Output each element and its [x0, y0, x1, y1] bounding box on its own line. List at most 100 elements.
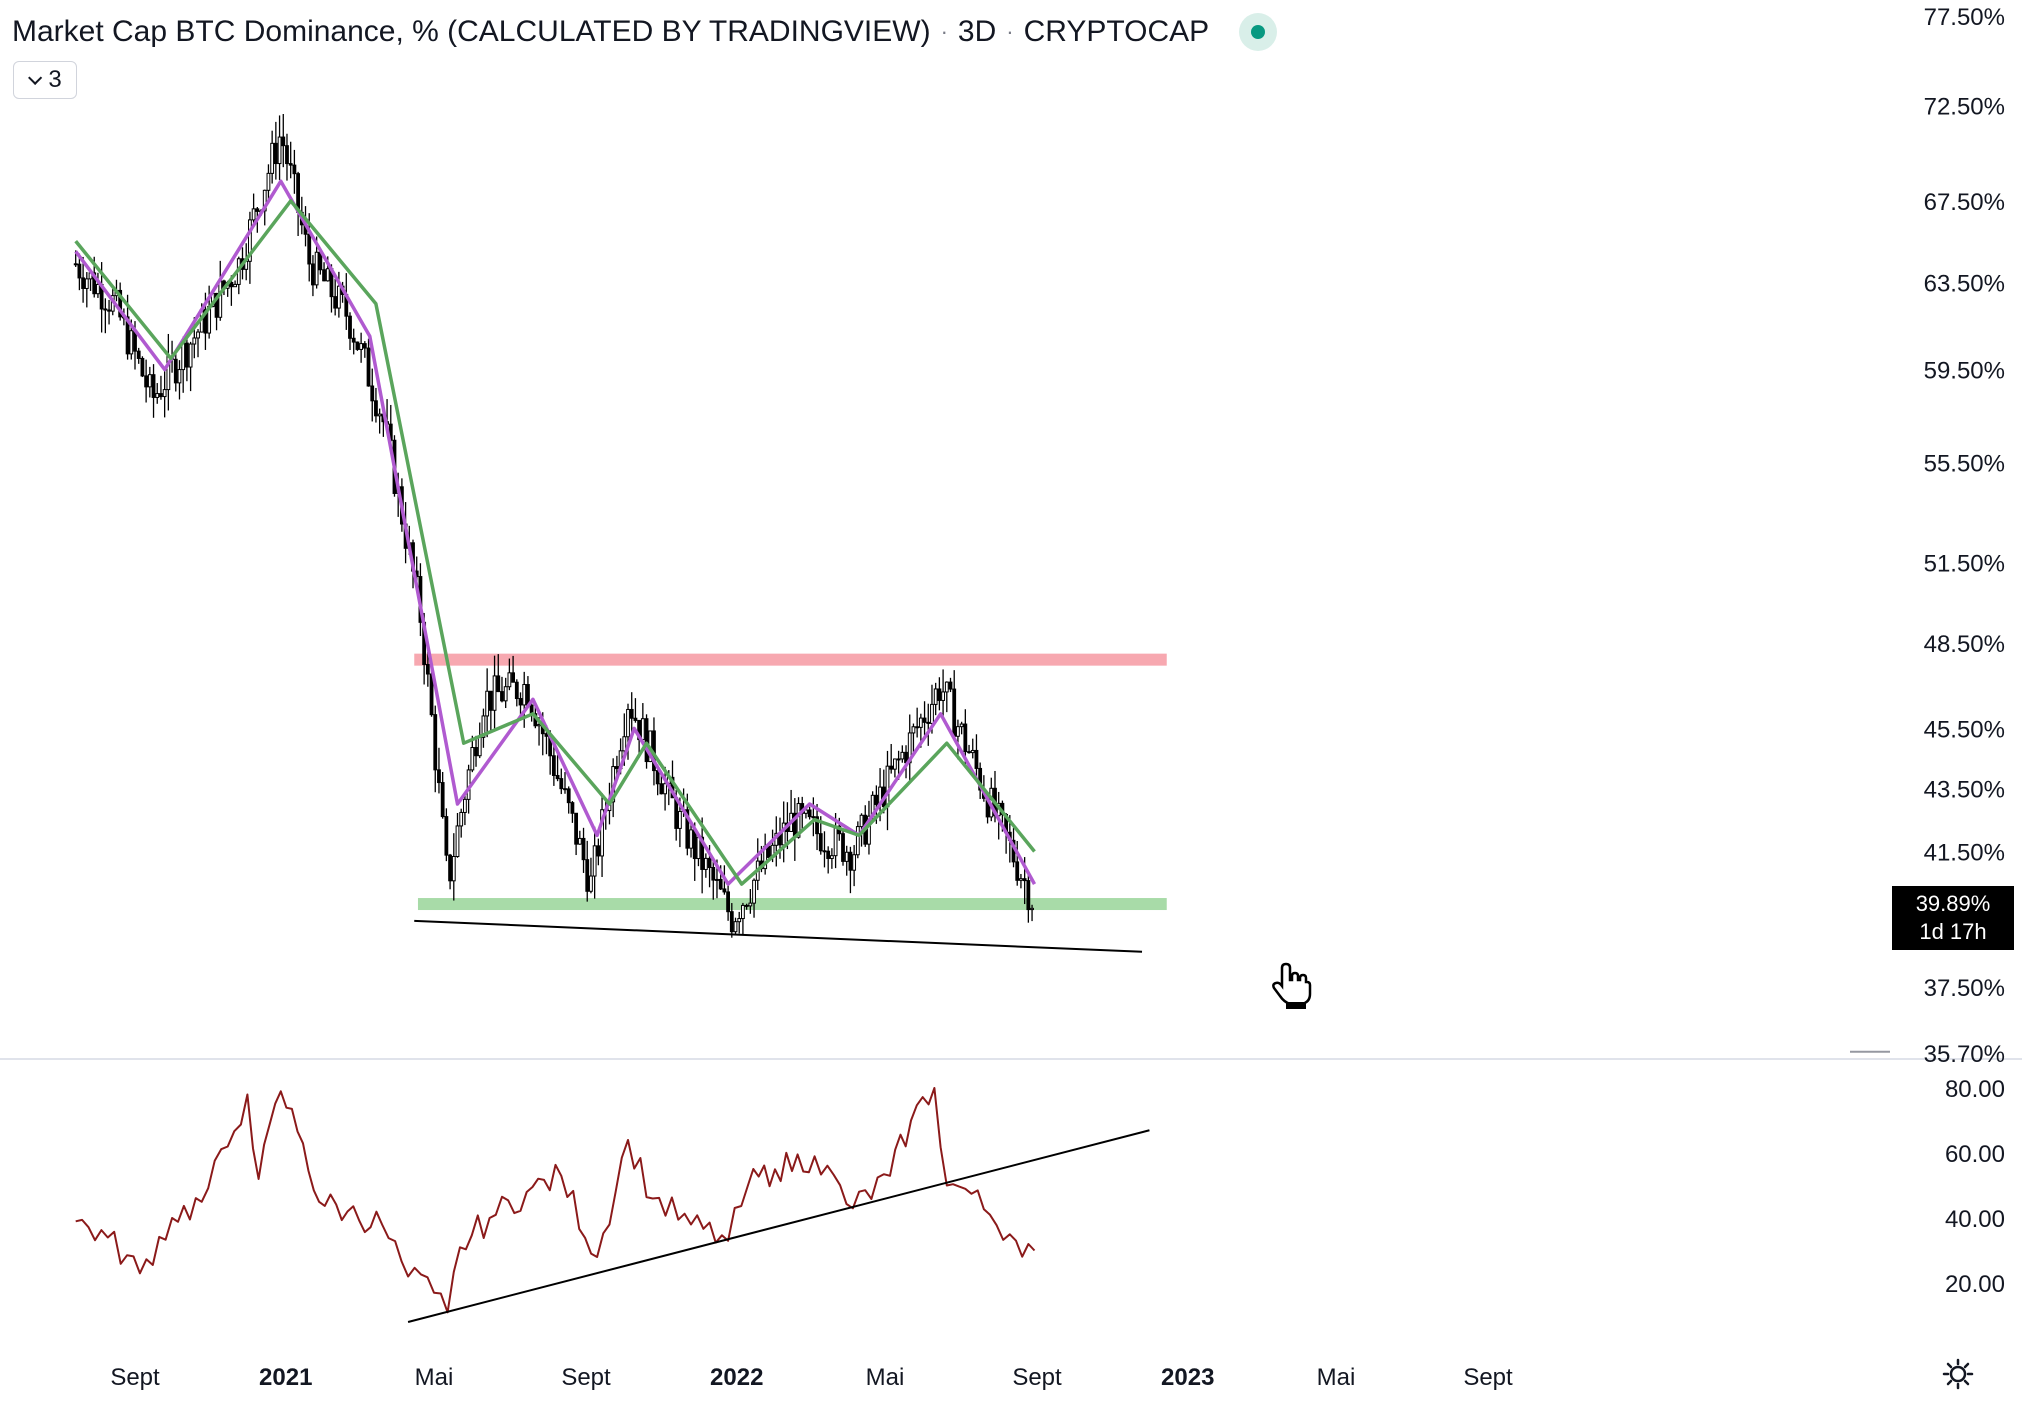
- candle-body: [748, 902, 753, 907]
- time-tick-label: Sept: [110, 1364, 160, 1391]
- rsi-tick-label: 80.00: [1945, 1076, 2005, 1103]
- time-axis[interactable]: Sept 2021 Mai Sept 2022 Mai Sept 2023 Mai Sept: [110, 1364, 1513, 1391]
- candle-body: [192, 337, 197, 345]
- candle-body: [867, 815, 871, 845]
- price-pane[interactable]: [73, 113, 1167, 953]
- candle-body: [703, 857, 708, 870]
- price-tick-label: 43.50%: [1924, 777, 2005, 804]
- candle-body: [915, 726, 920, 729]
- candle-body: [1019, 878, 1023, 881]
- candle-body: [974, 749, 979, 769]
- candle-body: [922, 717, 927, 723]
- price-tick-label: 77.50%: [1924, 4, 2005, 31]
- time-tick-label: Mai: [415, 1364, 454, 1391]
- candle-body: [1030, 907, 1034, 911]
- rsi-pane[interactable]: [75, 1087, 1150, 1323]
- candle-body: [511, 672, 515, 683]
- candle-body: [818, 833, 823, 852]
- candle-body: [233, 283, 237, 288]
- gear-icon[interactable]: [1942, 1358, 1974, 1390]
- candle-body: [592, 845, 597, 877]
- candle-body: [563, 788, 567, 791]
- time-tick-label: 2022: [710, 1364, 763, 1391]
- candle-body: [77, 263, 82, 279]
- candle-body: [889, 765, 894, 770]
- candle-body: [196, 331, 200, 339]
- candle-body: [336, 285, 341, 309]
- candle-body: [896, 758, 901, 761]
- candle-body: [711, 867, 716, 881]
- candle-body: [140, 357, 145, 377]
- candle-body: [655, 770, 660, 785]
- candle-body: [822, 850, 827, 853]
- candle-body: [626, 708, 630, 738]
- candle-body: [614, 766, 619, 770]
- candle-body: [459, 811, 464, 827]
- interval-label[interactable]: 3D: [957, 15, 997, 48]
- indicators-toggle-button[interactable]: 3: [13, 61, 77, 99]
- candle-body: [463, 798, 467, 813]
- candle-body: [566, 788, 571, 804]
- candle-body: [678, 810, 682, 829]
- candle-body: [663, 783, 667, 795]
- candle-body: [926, 721, 931, 724]
- price-tick-label: 63.50%: [1924, 271, 2005, 298]
- candle-body: [314, 251, 319, 286]
- candle-body: [451, 856, 456, 882]
- candle-body: [448, 854, 452, 882]
- candle-body: [262, 189, 267, 212]
- candle-body: [496, 675, 501, 693]
- chart-header: Market Cap BTC Dominance, % (CALCULATED …: [12, 12, 1278, 52]
- candle-body: [852, 854, 857, 871]
- exchange-label[interactable]: CRYPTOCAP: [1023, 15, 1210, 48]
- candle-body: [1026, 880, 1031, 911]
- candle-body: [362, 343, 367, 349]
- last-price-value: 39.89%: [1915, 891, 1991, 916]
- candle-body: [184, 342, 189, 368]
- candle-body: [277, 136, 282, 165]
- candle-body: [967, 751, 971, 754]
- candle-body: [507, 672, 512, 688]
- candle-body: [229, 281, 234, 288]
- candle-body: [718, 878, 723, 890]
- candle-body: [255, 208, 260, 212]
- candle-body: [348, 315, 352, 339]
- candle-body: [311, 263, 315, 286]
- candle-body: [147, 374, 152, 388]
- candle-body: [952, 688, 957, 737]
- candle-body: [281, 136, 286, 147]
- candle-body: [273, 142, 278, 165]
- candle-body: [503, 686, 508, 702]
- candle-body: [218, 280, 223, 318]
- candle-body: [136, 350, 141, 359]
- candle-body: [84, 278, 89, 289]
- candle-body: [455, 825, 460, 858]
- candle-body: [370, 385, 375, 402]
- candle-body: [307, 233, 312, 265]
- candle-body: [492, 675, 497, 711]
- candle-body: [815, 816, 819, 835]
- candle-body: [963, 723, 968, 753]
- price-tick-label: 48.50%: [1924, 631, 2005, 658]
- candle-body: [715, 878, 719, 881]
- rsi-trendline: [407, 1129, 1150, 1323]
- market-status[interactable]: [1239, 13, 1278, 51]
- candle-body: [551, 755, 556, 776]
- candle-body: [644, 718, 649, 763]
- rsi-axis[interactable]: 80.00 60.00 40.00 20.00: [1945, 1076, 2005, 1298]
- price-tick-label: 67.50%: [1924, 189, 2005, 216]
- candle-body: [181, 342, 186, 371]
- candle-body: [933, 688, 938, 705]
- candle-body: [425, 663, 430, 675]
- candle-body: [522, 684, 527, 706]
- candle-body: [248, 219, 252, 262]
- candle-body: [500, 691, 504, 702]
- candle-body: [251, 208, 256, 221]
- candle-body: [629, 708, 634, 719]
- price-tick-label: 72.50%: [1924, 93, 2005, 120]
- symbol-title[interactable]: Market Cap BTC Dominance, % (CALCULATED …: [12, 15, 931, 48]
- price-axis[interactable]: 77.50% 72.50% 67.50% 63.50% 59.50% 55.50% 51.5…: [1850, 4, 2005, 1068]
- candle-body: [659, 783, 664, 795]
- candle-body: [589, 875, 593, 892]
